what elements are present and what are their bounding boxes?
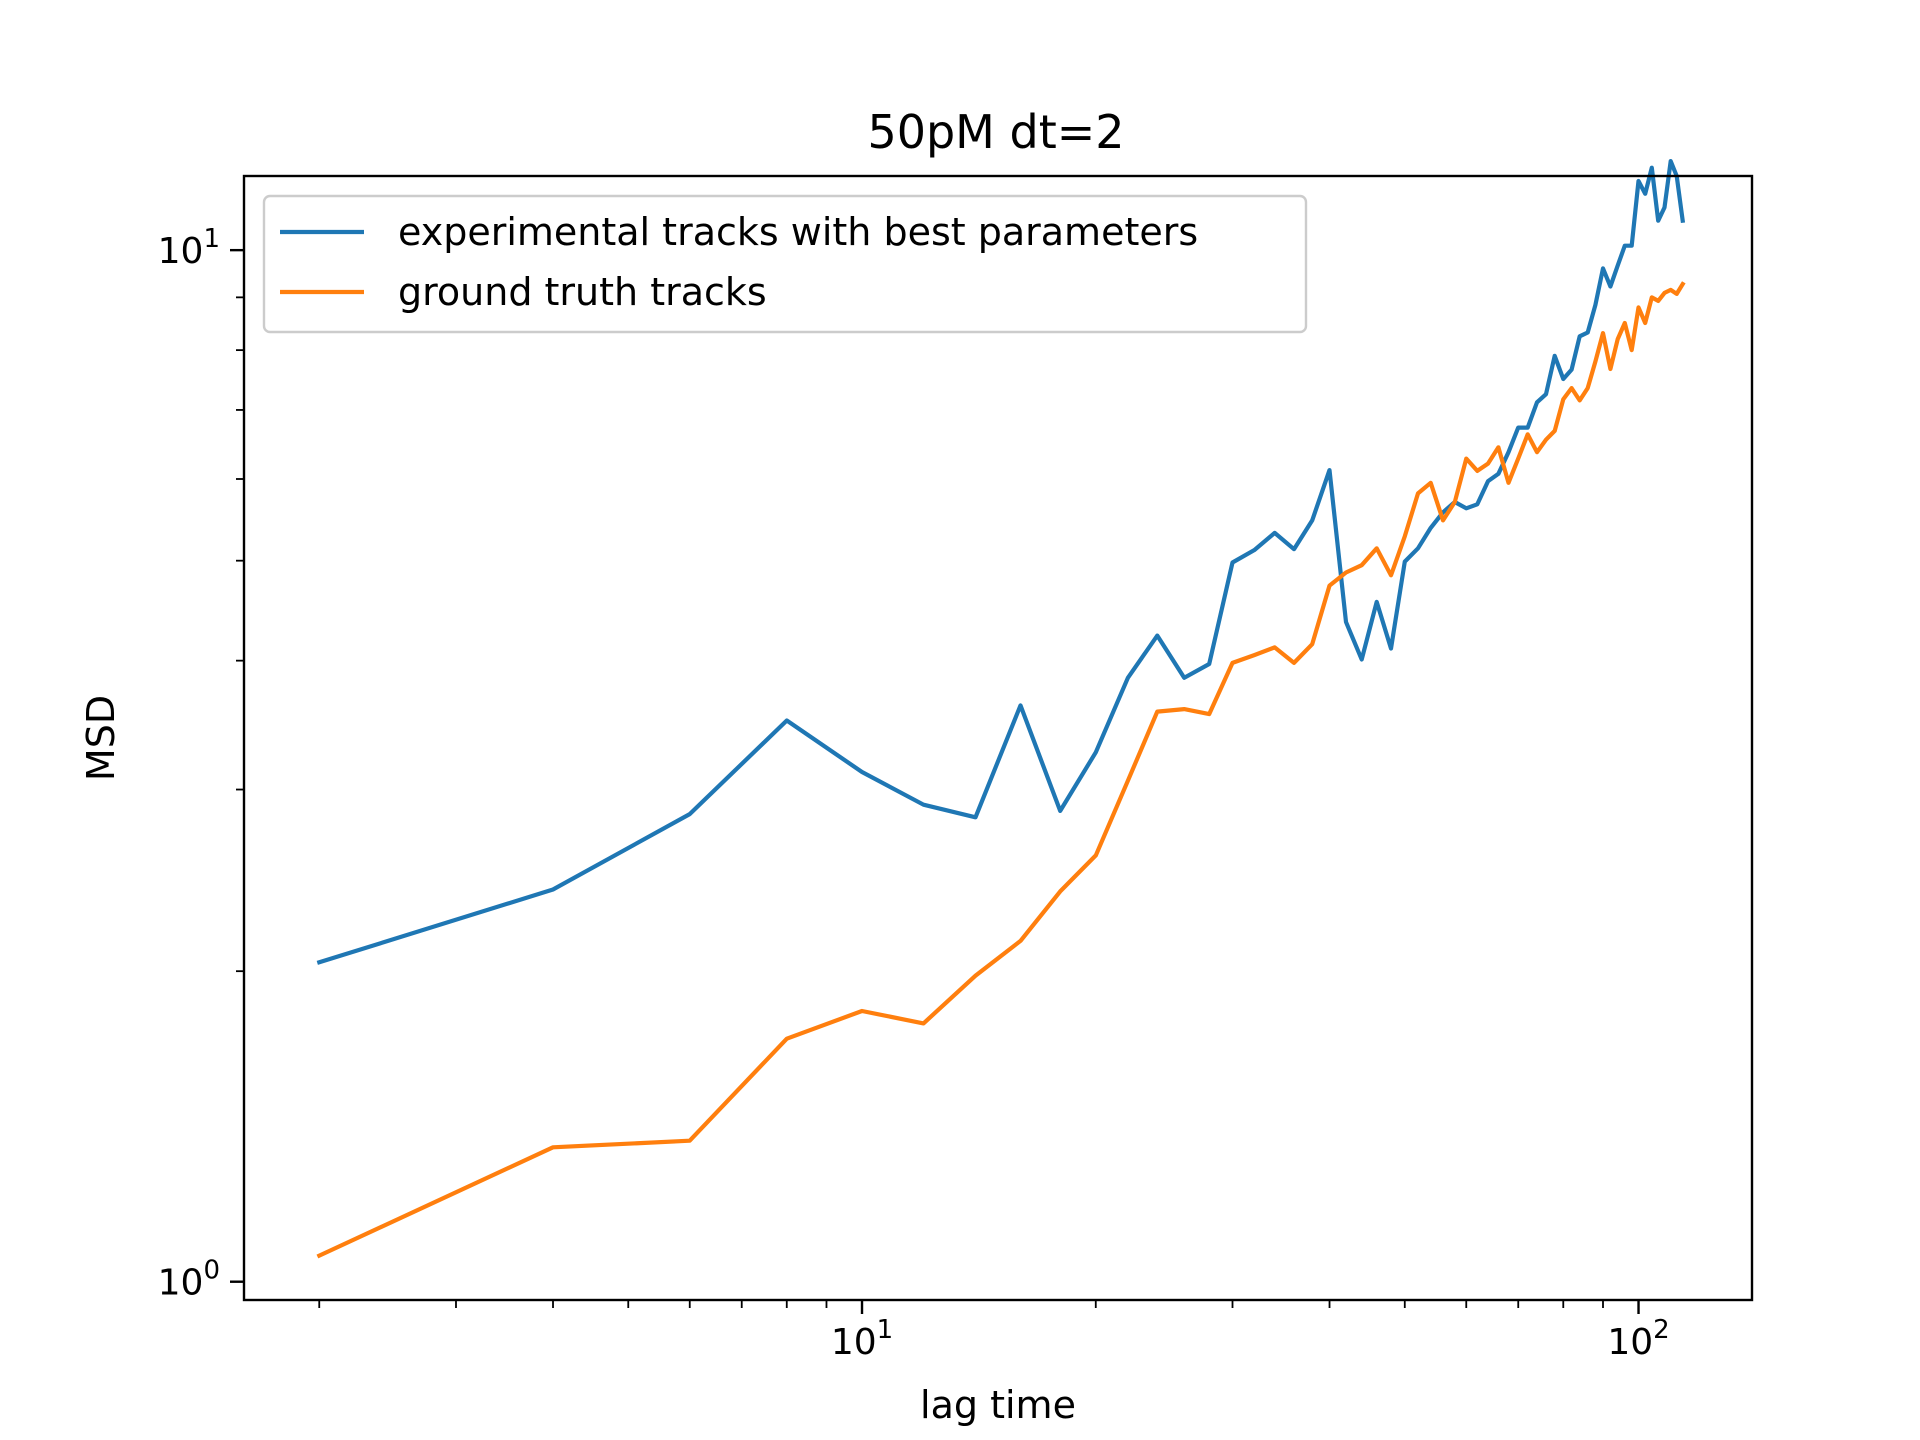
y-tick-exponent: 1 <box>203 224 220 254</box>
legend-items: experimental tracks with best parameters… <box>280 210 1198 314</box>
series-layer <box>316 159 1686 1259</box>
legend: experimental tracks with best parameters… <box>262 194 1308 334</box>
y-tick-label: 100 <box>158 1256 220 1304</box>
y-tick-label: 101 <box>158 224 220 272</box>
y-axis-label: MSD <box>79 695 123 781</box>
legend-label-2: ground truth tracks <box>398 270 767 314</box>
chart-title: 50pM dt=2 <box>867 105 1124 159</box>
y-tick-base: 10 <box>158 231 204 272</box>
x-tick-label: 102 <box>1607 1315 1669 1363</box>
plot-area <box>242 159 1754 1302</box>
legend-label-1: experimental tracks with best parameters <box>398 210 1198 254</box>
y-tick-exponent: 0 <box>203 1256 220 1286</box>
x-tick-exponent: 2 <box>1653 1315 1670 1345</box>
x-axis-label: lag time <box>920 1383 1076 1427</box>
x-tick-base: 10 <box>1607 1322 1653 1363</box>
x-axis: 101 102 <box>318 1300 1670 1363</box>
x-tick-label: 101 <box>831 1315 893 1363</box>
x-tick-base: 10 <box>831 1322 877 1363</box>
y-tick-base: 10 <box>158 1263 204 1304</box>
series-line-2 <box>316 281 1686 1259</box>
x-tick-exponent: 1 <box>877 1315 894 1345</box>
legend-box <box>262 194 1308 334</box>
plot-frame <box>242 174 1754 1302</box>
